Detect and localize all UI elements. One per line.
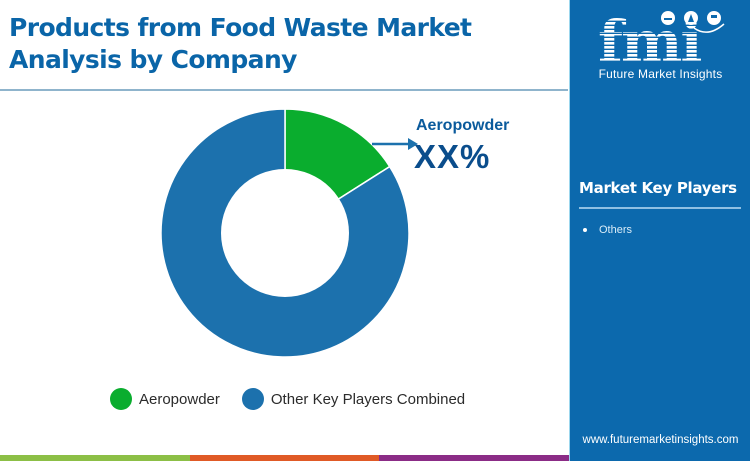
chart-legend: Aeropowder Other Key Players Combined: [110, 388, 487, 410]
donut-chart: [160, 108, 410, 358]
list-item: Others: [583, 224, 632, 236]
legend-swatch-green-icon: [110, 388, 132, 410]
legend-swatch-blue-icon: [241, 388, 264, 410]
callout-arrow-icon: [372, 138, 418, 150]
sidebar: fmi Future Market Insights Market Key Pl…: [569, 0, 750, 461]
bar-segment-orange: [189, 455, 380, 461]
title-line-1: Products from Food Waste Market: [9, 13, 472, 42]
bullet-icon: [583, 228, 587, 232]
legend-label: Aeropowder: [139, 390, 220, 408]
heading-divider: [579, 207, 741, 209]
chart-panel: Products from Food Waste Market Analysis…: [0, 12, 568, 410]
bar-segment-green: [0, 455, 190, 461]
callout-label: Aeropowder: [416, 117, 510, 134]
key-players-heading: Market Key Players: [579, 179, 737, 197]
page-title: Products from Food Waste Market Analysis…: [9, 12, 549, 76]
donut-hole: [221, 169, 349, 297]
legend-item-aeropowder: Aeropowder: [110, 388, 220, 410]
key-players-list: Others: [583, 224, 632, 236]
legend-item-other-players: Other Key Players Combined: [241, 388, 466, 410]
callout-value: XX%: [414, 138, 491, 175]
bar-segment-purple: [379, 455, 570, 461]
website-link[interactable]: www.futuremarketinsights.com: [582, 434, 739, 446]
fmi-logo-icon: fmi: [598, 8, 725, 66]
bottom-color-bar: [0, 455, 570, 461]
title-line-2: Analysis by Company: [9, 45, 297, 74]
legend-label: Other Key Players Combined: [270, 390, 466, 408]
title-divider: [0, 89, 568, 91]
logo-subtitle: Future Market Insights: [598, 67, 723, 81]
list-item-label: Others: [599, 224, 633, 236]
